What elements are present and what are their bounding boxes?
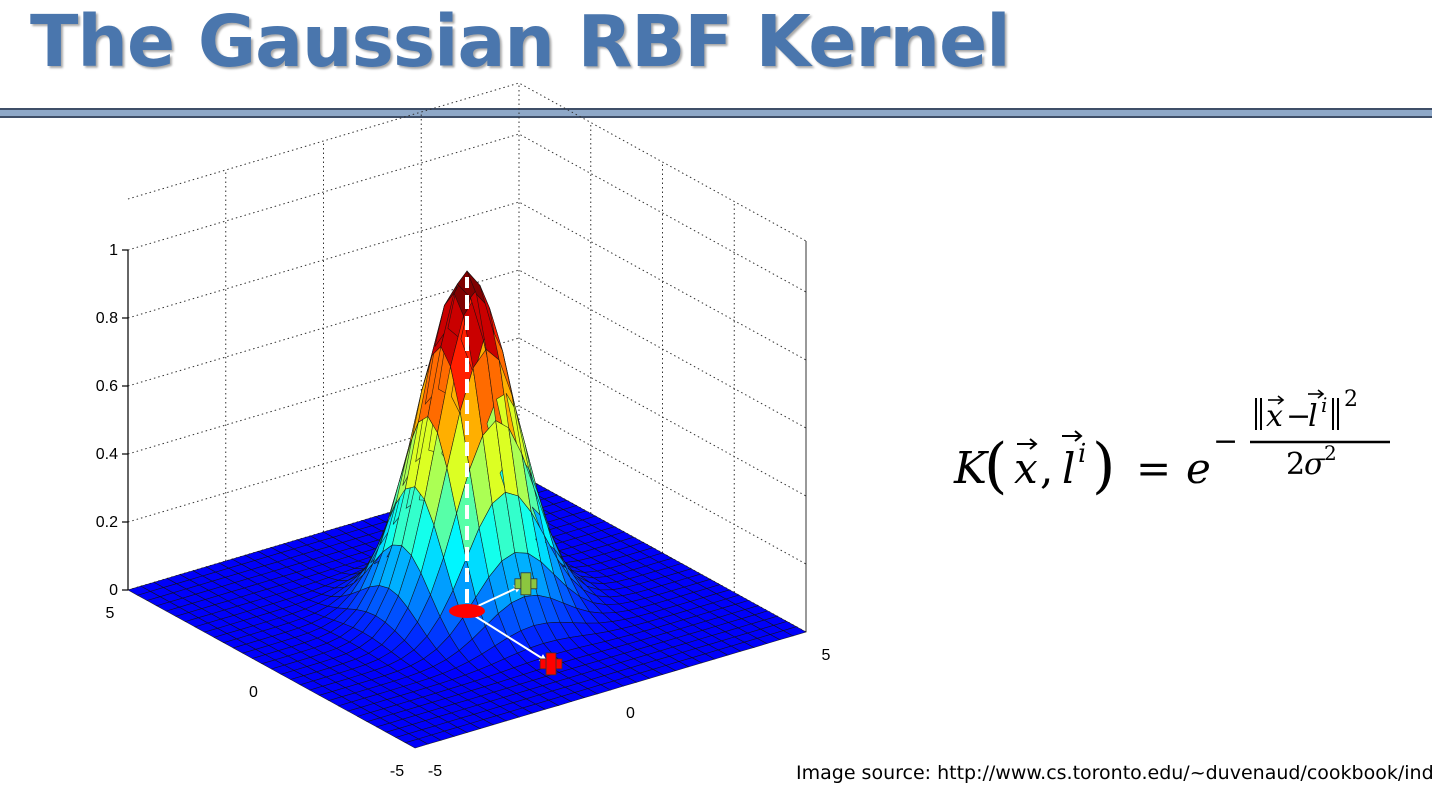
formula-den-sigma: σ [1304,447,1326,482]
formula-x-variable: x [1014,444,1038,493]
formula-num-landmark: l [1308,399,1318,434]
grid-line [127,133,807,293]
rbf-kernel-formula: K ( x , l i ) = e − x [953,387,1390,501]
title-rule-dark-bottom [0,116,1432,118]
grid-line [127,337,807,497]
formula-landmark-variable: l [1062,444,1075,493]
formula-numerator: x − l i 2 [1255,387,1358,434]
plot-markers [449,277,563,676]
z-tick-label: 0.2 [96,514,118,531]
vector-arrow-icon [1017,438,1038,450]
y-tick-label: -5 [428,763,442,780]
formula-num-minus: − [1286,399,1311,434]
vector-arrow-icon [1062,430,1083,442]
title-rule-light [0,110,1432,116]
formula-equals: = [1136,444,1171,493]
formula-right-paren: ) [1092,431,1115,501]
formula-num-x: x [1266,399,1283,434]
z-tick-label: 0.6 [96,378,118,395]
plus-core [546,659,556,669]
formula-num-power: 2 [1344,387,1358,412]
formula-landmark-superscript: i [1078,439,1086,469]
grid-line [127,269,807,429]
formula-den-coeff: 2 [1286,447,1305,482]
y-tick-label: 5 [822,647,831,664]
grid-line [127,405,807,565]
grid-line [127,82,807,242]
z-tick-label: 1 [109,242,118,259]
formula-base-e: e [1186,444,1211,493]
vector-arrow-icon [1268,395,1285,405]
gaussian-surface-plot: 1 0.8 0.6 0.4 0.2 0 5 0 -5 -5 0 5 [96,82,831,780]
grid-line [127,201,807,361]
landmark-ellipse-marker [449,604,485,618]
x-tick-label: -5 [390,763,404,780]
formula-den-power: 2 [1324,441,1337,465]
z-tick-label: 0 [109,582,118,599]
axis-ticks: 1 0.8 0.6 0.4 0.2 0 5 0 -5 -5 0 5 [96,242,831,780]
x-tick-label: 0 [249,684,258,701]
formula-exponent-minus: − [1213,424,1238,459]
image-source-caption: Image source: http://www.cs.toronto.edu/… [796,762,1432,784]
slide-title: The Gaussian RBF Kernel [30,0,1011,83]
z-tick-label: 0.4 [96,446,118,463]
gaussian-surface [127,270,807,749]
formula-num-superscript: i [1321,393,1327,417]
vector-arrow-icon [1308,389,1325,399]
z-tick-label: 0.8 [96,310,118,327]
plus-core [521,579,531,588]
arrow-to-red-point [466,610,542,659]
y-tick-label: 0 [626,705,635,722]
green-plus-marker [514,572,538,596]
x-tick-label: 5 [106,605,115,622]
red-plus-marker [539,652,563,676]
formula-comma: , [1040,444,1053,493]
formula-denominator: 2 σ 2 [1286,441,1337,482]
formula-left-paren: ( [984,431,1007,501]
surface-cell [782,626,807,637]
formula-k-symbol: K [953,443,989,494]
title-rule-dark-top [0,108,1432,110]
